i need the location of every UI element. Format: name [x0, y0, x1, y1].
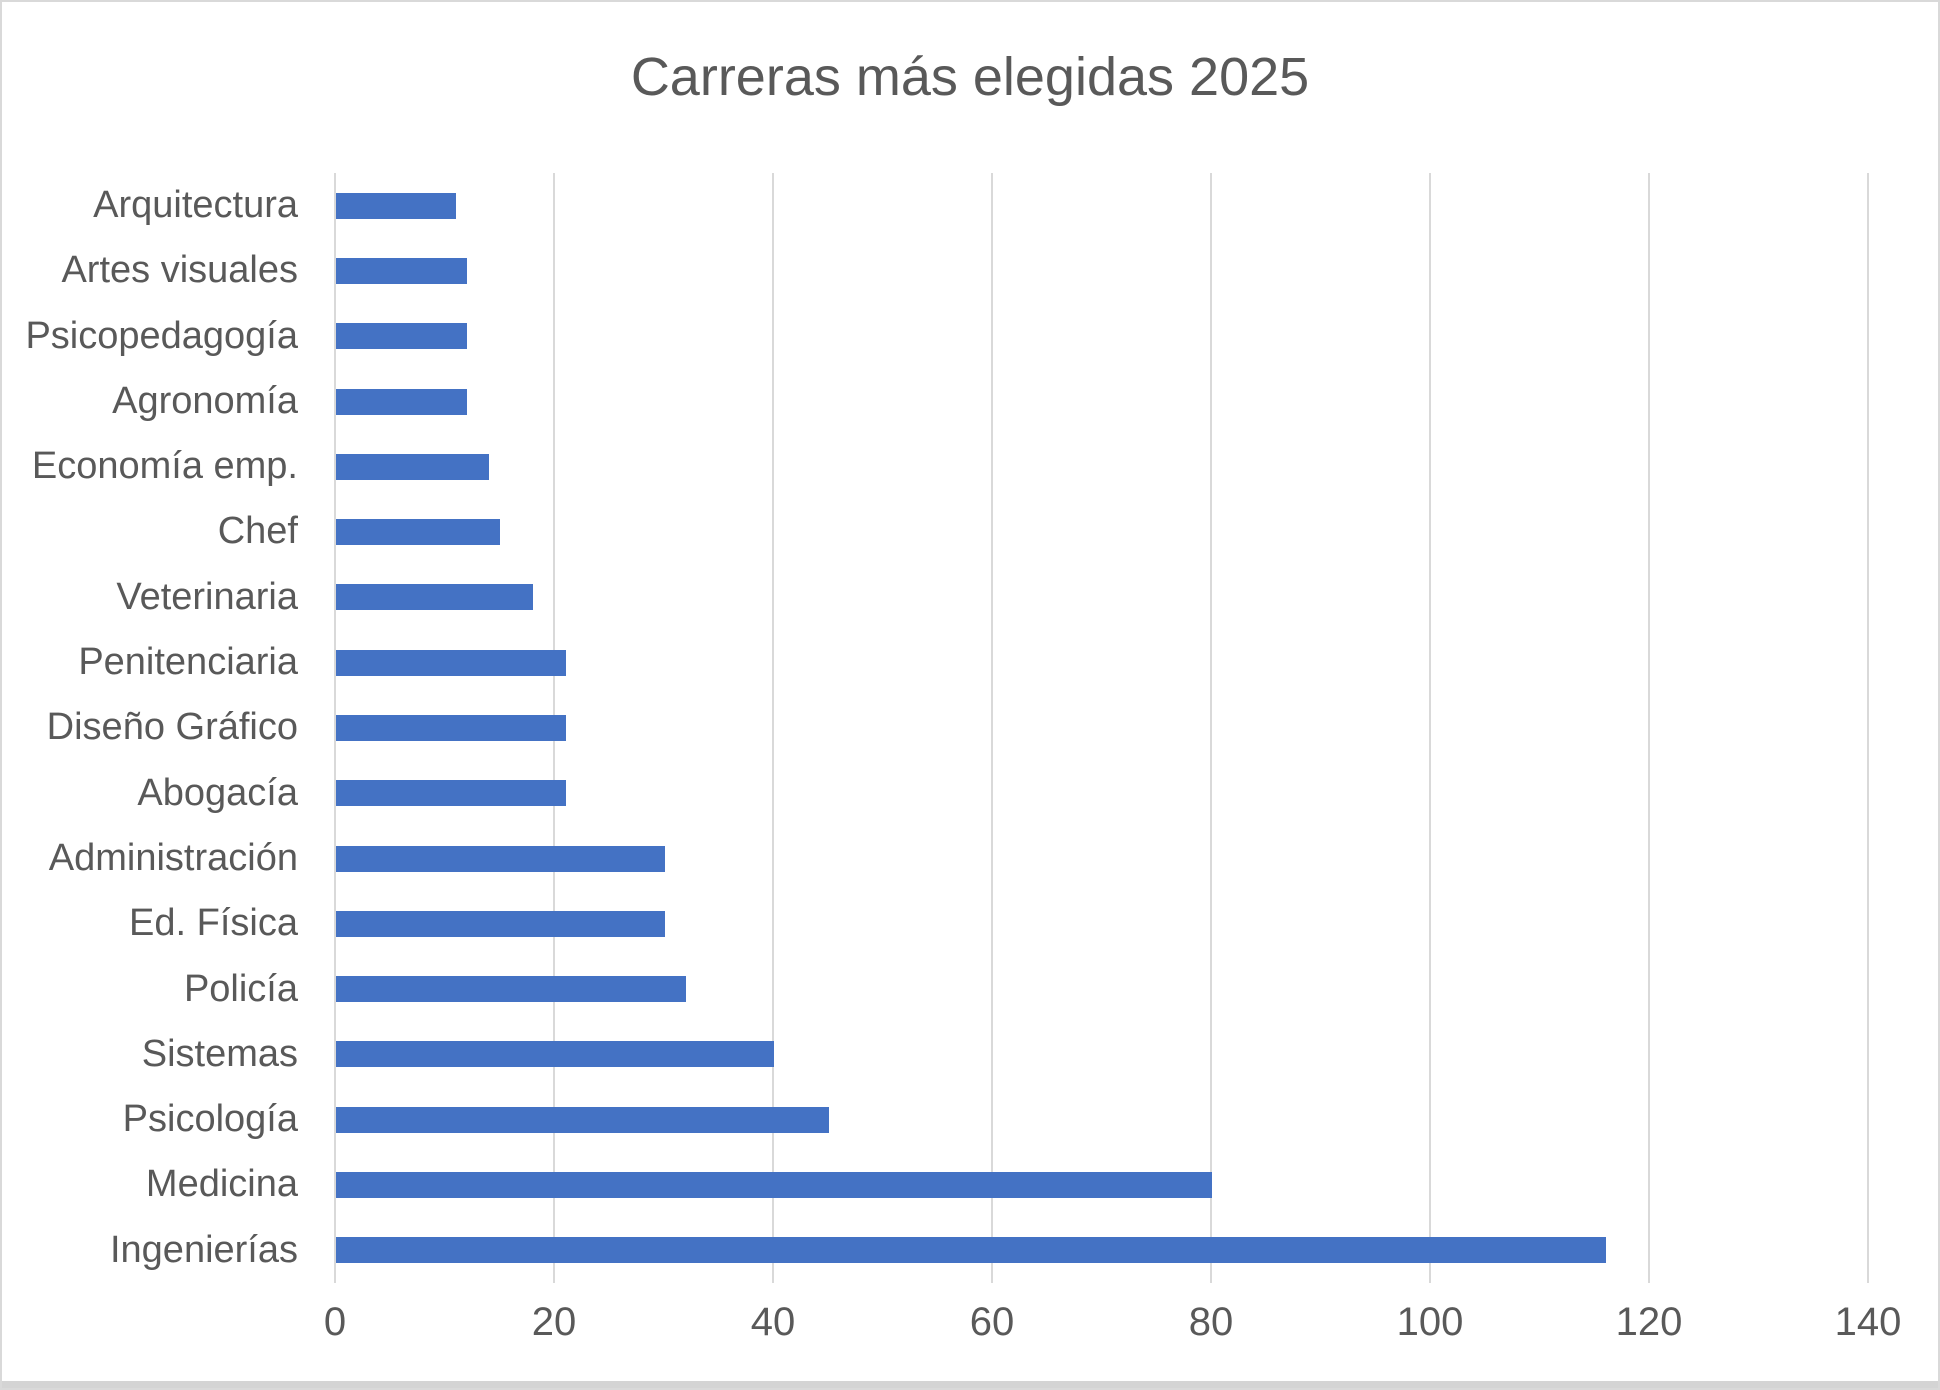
bar-abogac-a [336, 780, 566, 807]
category-label-penitenciaria: Penitenciaria [78, 641, 298, 684]
category-label-agronom-a: Agronomía [112, 379, 298, 422]
bar-penitenciaria [336, 649, 566, 676]
x-tick-label-20: 20 [531, 1300, 577, 1344]
bar-agronom-a [336, 388, 468, 415]
bar-artes-visuales [336, 257, 468, 284]
bar-ed-f-sica [336, 910, 665, 937]
category-label-ingenier-as: Ingenierías [109, 1228, 298, 1271]
category-label-ed-f-sica: Ed. Física [129, 902, 298, 945]
x-tick-label-100: 100 [1396, 1300, 1464, 1344]
category-label-psicopedagog-a: Psicopedagogía [25, 314, 298, 357]
gridline-60 [991, 173, 993, 1283]
gridline-120 [1648, 173, 1650, 1283]
category-label-artes-visuales: Artes visuales [61, 249, 298, 292]
x-tick-label-40: 40 [750, 1300, 796, 1344]
category-label-abogac-a: Abogacía [137, 771, 298, 814]
category-label-administraci-n: Administración [48, 836, 298, 879]
chart-title: Carreras más elegidas 2025 [630, 47, 1310, 107]
plot-area [334, 173, 1869, 1283]
bar-veterinaria [336, 584, 534, 611]
category-label-sistemas: Sistemas [141, 1032, 298, 1075]
gridline-100 [1429, 173, 1431, 1283]
bar-psicolog-a [336, 1106, 829, 1133]
x-tick-label-60: 60 [969, 1300, 1015, 1344]
bottom-border-band [2, 1381, 1938, 1388]
category-label-econom-a-emp-: Economía emp. [31, 445, 298, 488]
bar-administraci-n [336, 845, 665, 872]
category-label-veterinaria: Veterinaria [116, 575, 298, 618]
x-tick-label-140: 140 [1834, 1300, 1902, 1344]
category-label-chef: Chef [217, 510, 298, 553]
bar-ingenier-as [336, 1237, 1607, 1264]
category-label-arquitectura: Arquitectura [93, 184, 298, 226]
x-tick-label-0: 0 [323, 1300, 347, 1344]
category-axis: Arquitectura Artes visuales Psicopedagogía… [2, 173, 298, 1283]
gridline-80 [1210, 173, 1212, 1283]
x-tick-label-80: 80 [1188, 1300, 1234, 1344]
value-axis: 0 20 40 60 80 100 120 140 [2, 1300, 1938, 1356]
category-label-psicolog-a: Psicología [122, 1098, 298, 1141]
bar-psicopedagog-a [336, 323, 468, 350]
bar-chef [336, 519, 501, 546]
gridline-0 [334, 173, 336, 1283]
gridline-140 [1867, 173, 1869, 1283]
bar-arquitectura [336, 192, 457, 219]
gridline-40 [772, 173, 774, 1283]
x-tick-label-120: 120 [1615, 1300, 1683, 1344]
bar-polic-a [336, 976, 687, 1003]
bar-dise-o-gr-fico [336, 715, 566, 741]
category-label-dise-o-gr-fico: Diseño Gráfico [46, 706, 298, 749]
bar-medicina [336, 1172, 1212, 1199]
bar-sistemas [336, 1041, 774, 1068]
bar-econom-a-emp- [336, 453, 490, 480]
category-label-polic-a: Policía [183, 967, 298, 1010]
category-label-medicina: Medicina [145, 1163, 298, 1206]
